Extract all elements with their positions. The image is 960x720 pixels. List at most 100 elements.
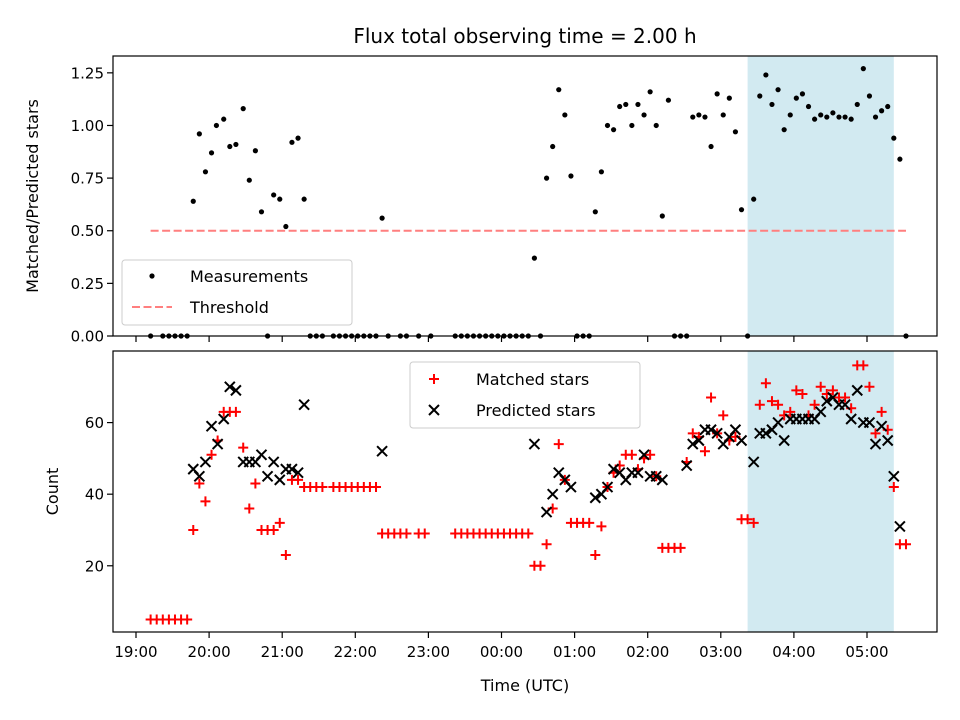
data-point (785, 406, 796, 417)
data-point (202, 169, 209, 175)
data-point (246, 177, 252, 183)
data-point (763, 72, 769, 78)
data-point (295, 135, 301, 141)
data-point (261, 470, 274, 482)
data-point (601, 481, 614, 493)
data-point (528, 438, 541, 450)
data-point (821, 395, 833, 407)
data-point (747, 456, 760, 468)
data-point (541, 539, 552, 550)
data-point (641, 112, 647, 118)
data-point (650, 470, 662, 482)
data-point (205, 420, 218, 432)
data-point (766, 396, 777, 407)
data-point (735, 434, 748, 447)
plot-frame (112, 55, 938, 337)
highlight-window (747, 351, 894, 632)
data-point (230, 406, 241, 417)
data-point (797, 388, 808, 399)
highlight-window (747, 56, 894, 336)
data-point (888, 470, 900, 482)
data-point (540, 506, 553, 518)
data-point (815, 381, 826, 392)
data-point (617, 103, 623, 110)
legend-label: Measurements (190, 267, 308, 286)
data-point (523, 528, 534, 539)
data-point (268, 524, 279, 535)
data-point (283, 223, 289, 230)
data-point (708, 143, 714, 150)
data-point (787, 112, 793, 118)
data-point (858, 360, 869, 371)
data-point (656, 474, 669, 486)
data-point (584, 517, 595, 528)
data-point (706, 392, 717, 403)
y-tick-label: 1.25 (71, 64, 104, 82)
data-point (729, 424, 742, 436)
data-point (864, 381, 875, 392)
legend-marker (428, 404, 440, 416)
data-point (885, 103, 891, 110)
data-point (772, 416, 784, 429)
data-point (840, 392, 851, 403)
legend: Measurements Threshold (121, 259, 353, 326)
data-point (292, 466, 304, 479)
data-point (645, 449, 656, 460)
data-point (726, 95, 732, 101)
data-point (568, 173, 574, 179)
data-point (280, 550, 291, 561)
data-point (298, 398, 310, 411)
x-tick-label: 04:00 (772, 643, 815, 661)
data-point (200, 496, 211, 507)
plot-frame (112, 350, 938, 633)
series-predicted-stars (187, 381, 906, 533)
data-point (190, 198, 196, 204)
y-tick-label: 40 (85, 486, 104, 504)
data-point (565, 481, 577, 493)
data-point (598, 169, 605, 175)
chart-title: Flux total observing time = 2.00 h (353, 24, 696, 48)
data-point (854, 101, 860, 108)
x-tick-label: 02:00 (626, 643, 669, 661)
data-point (875, 420, 888, 432)
legend: Matched stars Predicted stars (409, 361, 641, 429)
data-point (879, 108, 885, 114)
x-tick-label: 21:00 (261, 643, 304, 661)
data-point (809, 399, 820, 410)
data-point (824, 114, 830, 120)
data-point (590, 550, 601, 561)
data-point (589, 492, 602, 504)
data-point (635, 101, 641, 108)
data-point (845, 413, 857, 425)
x-tick-label: 01:00 (553, 643, 596, 661)
data-point (267, 456, 280, 468)
data-point (419, 528, 430, 539)
ratio-panel: 0.00 0.25 0.50 0.75 1.00 1.25 Measurements Thre… (71, 55, 938, 346)
data-point (277, 196, 283, 202)
data-point (371, 482, 382, 493)
data-point (659, 213, 665, 219)
x-tick-label: 03:00 (699, 643, 742, 661)
data-point (900, 539, 911, 550)
data-point (258, 209, 265, 215)
data-point (718, 410, 729, 421)
data-point (376, 445, 388, 457)
legend-label: Threshold (189, 298, 269, 317)
data-point (791, 385, 802, 396)
data-point (812, 116, 818, 122)
data-point (675, 542, 686, 553)
data-point (888, 482, 899, 493)
data-point (775, 87, 781, 93)
data-point (206, 449, 217, 460)
data-point (293, 474, 304, 485)
data-point (182, 614, 193, 625)
y-tick-label: 0.75 (71, 170, 104, 188)
data-point (274, 474, 286, 486)
data-point (626, 449, 637, 460)
legend-box (121, 259, 353, 326)
x-tick-label: 23:00 (407, 643, 450, 661)
data-point (748, 517, 759, 528)
legend-label: Predicted stars (476, 401, 596, 420)
data-point (208, 150, 215, 156)
